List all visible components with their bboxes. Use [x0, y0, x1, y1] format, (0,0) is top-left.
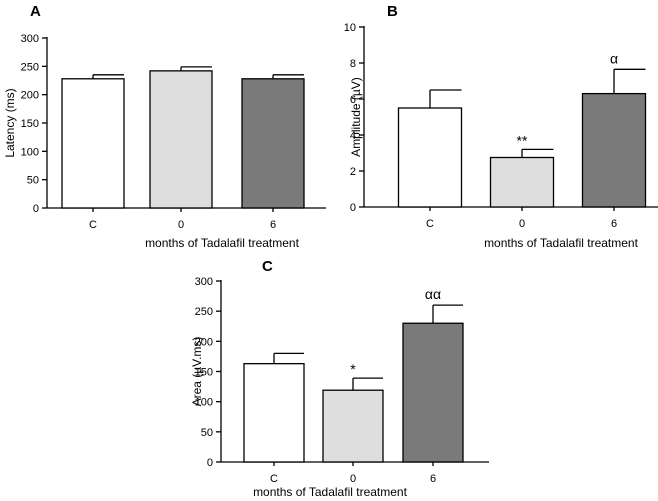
panel-a-letter: A: [30, 3, 41, 20]
panel-c-ytick-label: 300: [195, 276, 213, 288]
panel-b-bar-0: [489, 156, 555, 208]
panel-b-bar-C: [397, 107, 463, 208]
panel-b-letter: B: [387, 3, 398, 20]
panel-c-significance-label: *: [350, 361, 356, 377]
panel-c-category-label: 6: [430, 473, 436, 485]
panel-a-bar-C: [61, 78, 125, 209]
panel-c-ytick-label: 200: [195, 336, 213, 348]
panel-b-category-label: 6: [611, 218, 617, 230]
panel-a-ytick-label: 200: [21, 90, 39, 102]
panel-c-letter: C: [262, 258, 273, 275]
panel-b-ytick-label: 4: [350, 130, 356, 142]
panel-c-ytick-label: 250: [195, 306, 213, 318]
panel-c-bar-0: [322, 389, 384, 463]
panel-a-ytick-label: 100: [21, 146, 39, 158]
panel-a-category-label: 0: [178, 219, 184, 231]
panel-a-bar-0: [149, 70, 213, 209]
panel-a-ytick-label: 300: [21, 33, 39, 45]
panel-a-ytick-label: 50: [27, 175, 39, 187]
panel-a-x-axis-title: months of Tadalafil treatment: [145, 236, 300, 250]
panel-c-category-label: C: [270, 473, 278, 485]
panel-c-x-axis-title: months of Tadalafil treatment: [253, 485, 408, 499]
panel-c-ytick-label: 50: [201, 427, 213, 439]
panel-c-ytick-label: 100: [195, 397, 213, 409]
panel-c-bar-C: [243, 363, 305, 463]
panel-b-bar-6: [581, 92, 647, 208]
panel-c-bar-6: [402, 322, 464, 463]
panel-b-x-axis-title: months of Tadalafil treatment: [484, 236, 639, 250]
panel-b-ytick-label: 2: [350, 166, 356, 178]
panel-b-ytick-label: 10: [344, 22, 356, 34]
panel-c-category-label: 0: [350, 473, 356, 485]
panel-b-y-axis-title: Amplitude (µV): [349, 77, 363, 157]
panel-a-ytick-label: 250: [21, 61, 39, 73]
panel-a-ytick-label: 150: [21, 118, 39, 130]
panel-b-ytick-label: 6: [350, 94, 356, 106]
panel-c-ytick-label: 0: [207, 457, 213, 469]
panel-a-category-label: C: [89, 219, 97, 231]
panel-a-bar-6: [241, 78, 305, 209]
panel-b-significance-label: α: [610, 50, 618, 66]
panel-a-y-axis-title: Latency (ms): [3, 88, 17, 157]
panel-a-category-label: 6: [270, 219, 276, 231]
panel-c-significance-label: αα: [425, 286, 441, 302]
panel-b-significance-label: **: [517, 132, 528, 148]
panel-a-ytick-label: 0: [33, 203, 39, 215]
panel-b-ytick-label: 0: [350, 202, 356, 214]
panel-b-category-label: 0: [519, 218, 525, 230]
panel-b-category-label: C: [426, 218, 434, 230]
panel-c-y-axis-title: Area (µV.ms): [190, 337, 204, 407]
panel-b-ytick-label: 8: [350, 58, 356, 70]
panel-c-ytick-label: 150: [195, 367, 213, 379]
